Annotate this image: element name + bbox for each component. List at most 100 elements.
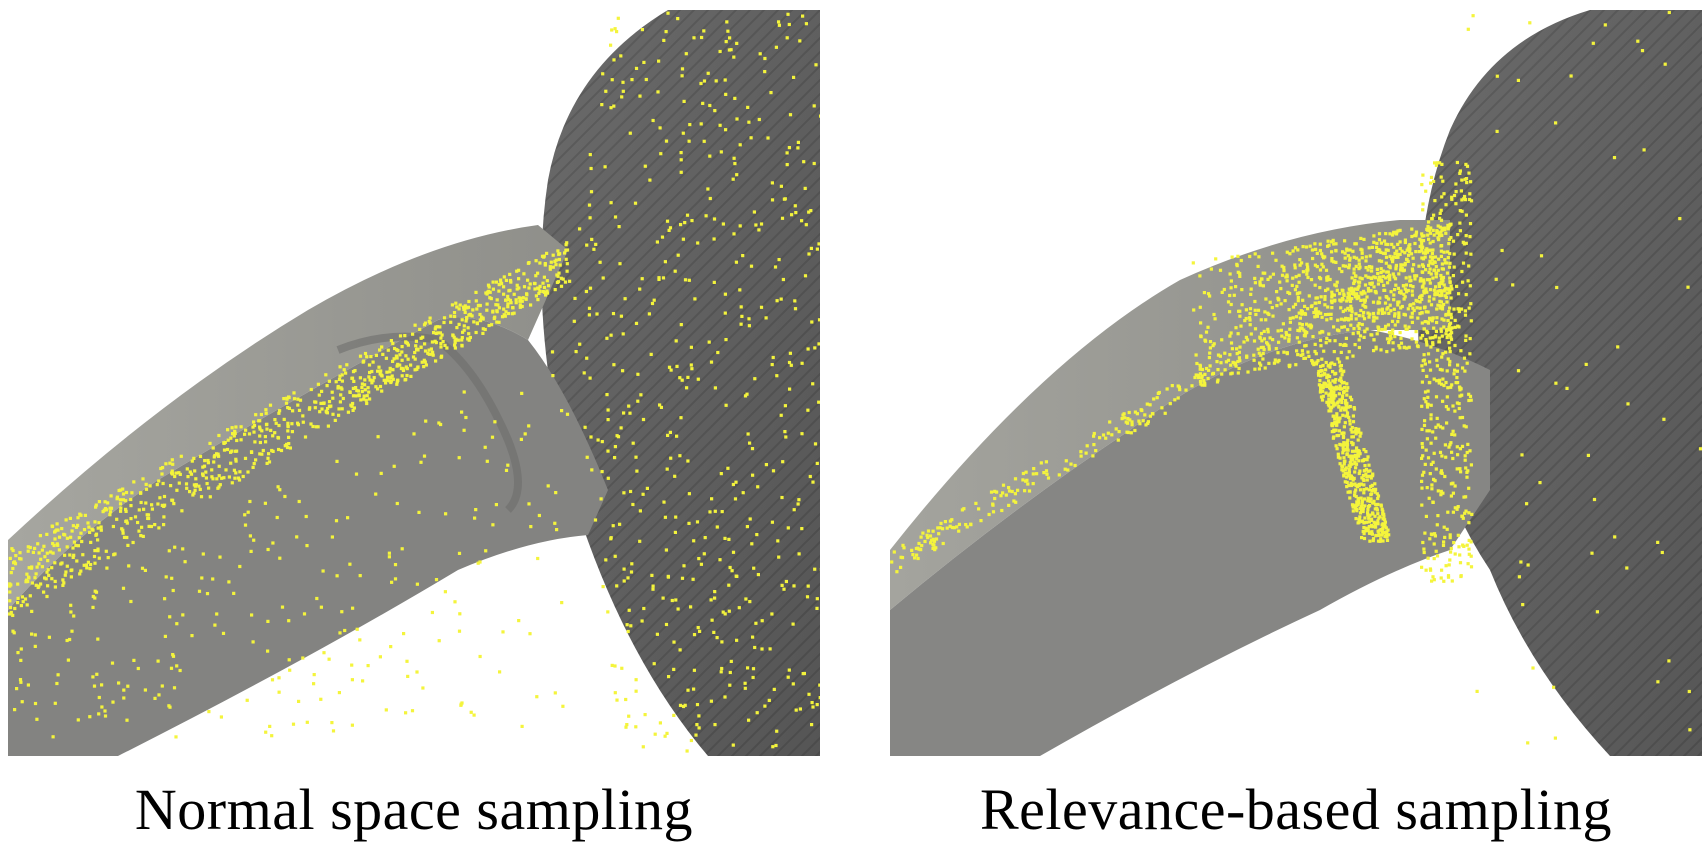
sample-point xyxy=(1516,369,1521,373)
sample-point xyxy=(1448,533,1452,537)
sample-point xyxy=(188,490,192,494)
sample-point xyxy=(42,544,46,548)
sample-point xyxy=(1342,389,1346,393)
sample-point xyxy=(374,385,378,389)
sample-point xyxy=(1308,244,1312,248)
sample-point xyxy=(1364,467,1368,472)
sample-point xyxy=(560,601,564,605)
sample-point xyxy=(1365,478,1369,482)
sample-point xyxy=(1206,376,1210,381)
sample-point xyxy=(1351,420,1356,424)
sample-point xyxy=(555,528,559,532)
sample-point xyxy=(42,590,46,594)
sample-point xyxy=(232,591,236,595)
sample-point xyxy=(1616,345,1620,349)
sample-point xyxy=(1380,259,1384,263)
sample-point xyxy=(1386,297,1391,301)
sample-point xyxy=(675,434,679,438)
sample-point xyxy=(76,718,80,722)
sample-point xyxy=(205,592,210,596)
sample-point xyxy=(1362,298,1366,302)
sample-point xyxy=(1423,390,1428,394)
sample-point xyxy=(1446,287,1450,291)
sample-point xyxy=(181,613,185,617)
sample-point xyxy=(385,378,389,382)
sample-point xyxy=(200,576,204,580)
sample-point xyxy=(594,242,598,246)
sample-point xyxy=(414,344,418,348)
sample-point xyxy=(94,532,99,536)
sample-point xyxy=(1273,358,1277,362)
sample-point xyxy=(1304,245,1309,249)
sample-point xyxy=(404,711,408,715)
sample-point xyxy=(1373,523,1377,527)
sample-point xyxy=(1410,227,1414,231)
sample-point xyxy=(1428,316,1432,320)
sample-point xyxy=(1420,404,1424,408)
sample-point xyxy=(387,555,391,559)
sample-point xyxy=(1386,323,1390,327)
sample-point xyxy=(381,352,385,356)
sample-point xyxy=(596,438,600,442)
sample-point xyxy=(1325,278,1329,282)
sample-point xyxy=(1371,511,1375,515)
sample-point xyxy=(1456,324,1460,328)
sample-point xyxy=(338,365,342,369)
sample-point xyxy=(1410,320,1414,324)
sample-point xyxy=(1403,324,1407,328)
sample-point xyxy=(629,489,633,494)
sample-point xyxy=(667,228,671,232)
sample-point xyxy=(1196,373,1200,377)
sample-point xyxy=(700,35,704,40)
sample-point xyxy=(1228,353,1232,357)
sample-point xyxy=(1346,474,1350,478)
sample-point xyxy=(678,648,682,652)
sample-point xyxy=(1336,452,1340,456)
sample-point xyxy=(1422,278,1426,282)
sample-point xyxy=(1305,322,1309,326)
sample-point xyxy=(319,401,323,405)
sample-point xyxy=(68,516,72,520)
sample-point xyxy=(1377,232,1382,236)
sample-point xyxy=(413,368,417,372)
sample-point xyxy=(583,425,587,429)
sample-point xyxy=(487,323,491,328)
sample-point xyxy=(1368,539,1372,543)
sample-point xyxy=(655,632,659,636)
sample-point xyxy=(169,484,173,488)
sample-point xyxy=(1366,508,1370,512)
sample-point xyxy=(89,563,93,567)
sample-point xyxy=(1358,280,1362,284)
sample-point xyxy=(1590,551,1594,555)
sample-point xyxy=(234,471,238,475)
sample-point xyxy=(1344,403,1348,407)
sample-point xyxy=(75,559,79,563)
sample-point xyxy=(348,562,352,566)
sample-point xyxy=(1455,467,1459,471)
sample-point xyxy=(670,598,674,603)
sample-point xyxy=(1432,213,1436,217)
sample-point xyxy=(1340,406,1344,410)
sample-point xyxy=(1330,259,1334,263)
sample-point xyxy=(50,577,54,581)
sample-point xyxy=(1128,418,1132,422)
sample-point xyxy=(538,261,542,265)
sample-point xyxy=(82,563,86,567)
sample-point xyxy=(565,412,570,416)
sample-point xyxy=(1353,449,1357,453)
sample-point xyxy=(141,477,145,481)
sample-point xyxy=(545,279,549,283)
sample-point xyxy=(1461,366,1465,370)
sample-point xyxy=(1421,257,1426,261)
sample-point xyxy=(40,548,44,552)
sample-point xyxy=(1193,375,1197,380)
sample-point xyxy=(1268,275,1272,279)
sample-point xyxy=(1346,386,1350,390)
sample-point xyxy=(494,303,498,307)
sample-point xyxy=(1438,225,1442,229)
sample-point xyxy=(613,691,617,695)
sample-point xyxy=(1373,276,1377,280)
sample-point xyxy=(1329,389,1333,393)
sample-point xyxy=(1316,371,1321,376)
sample-point xyxy=(1351,249,1355,253)
